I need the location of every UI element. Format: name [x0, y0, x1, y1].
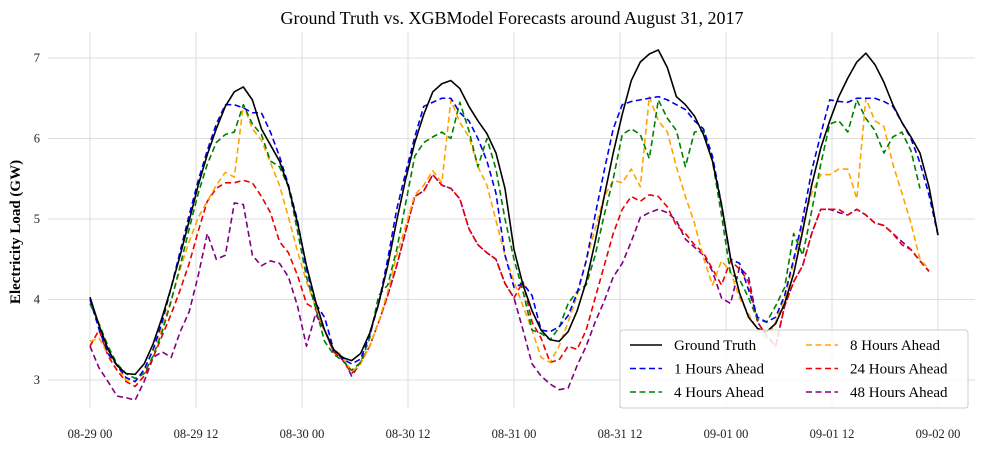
- series-line-1-hours-ahead: [89, 95, 939, 383]
- legend-label: Ground Truth: [674, 338, 757, 354]
- series-line-24-hours-ahead: [89, 173, 930, 388]
- legend-label: 48 Hours Ahead: [850, 385, 948, 401]
- x-tick-label: 08-30 00: [280, 427, 325, 441]
- y-tick-labels: 3 4 5 6 7: [34, 51, 41, 387]
- x-tick-label: 09-01 00: [704, 427, 749, 441]
- y-axis-label: Electricity Load (GW): [8, 160, 24, 304]
- legend-box: [619, 329, 969, 409]
- series-line-4-hours-ahead: [89, 99, 921, 380]
- y-tick-label: 4: [34, 293, 41, 307]
- x-tick-label: 08-31 00: [492, 427, 537, 441]
- series-line-48-hours-ahead: [89, 173, 930, 401]
- chart-title: Ground Truth vs. XGBModel Forecasts arou…: [280, 8, 743, 28]
- series-lines: [89, 49, 939, 401]
- y-tick-label: 6: [34, 132, 40, 146]
- legend-label: 8 Hours Ahead: [850, 338, 940, 354]
- x-tick-label: 09-02 00: [916, 427, 961, 441]
- x-tick-labels: 08-29 00 08-29 12 08-30 00 08-30 12 08-31 00…: [68, 427, 961, 441]
- series-line-ground-truth: [89, 49, 939, 376]
- y-tick-label: 7: [34, 51, 40, 65]
- legend: Ground Truth 1 Hours Ahead 4 Hours Ahead 8 …: [619, 329, 969, 409]
- y-tick-label: 5: [34, 212, 40, 226]
- y-tick-label: 3: [34, 373, 40, 387]
- legend-label: 1 Hours Ahead: [674, 362, 764, 378]
- legend-label: 4 Hours Ahead: [674, 385, 764, 401]
- x-tick-label: 08-31 12: [598, 427, 643, 441]
- x-tick-label: 09-01 12: [810, 427, 855, 441]
- legend-label: 24 Hours Ahead: [850, 362, 948, 378]
- x-tick-label: 08-30 12: [386, 427, 431, 441]
- x-tick-label: 08-29 00: [68, 427, 113, 441]
- x-tick-label: 08-29 12: [174, 427, 219, 441]
